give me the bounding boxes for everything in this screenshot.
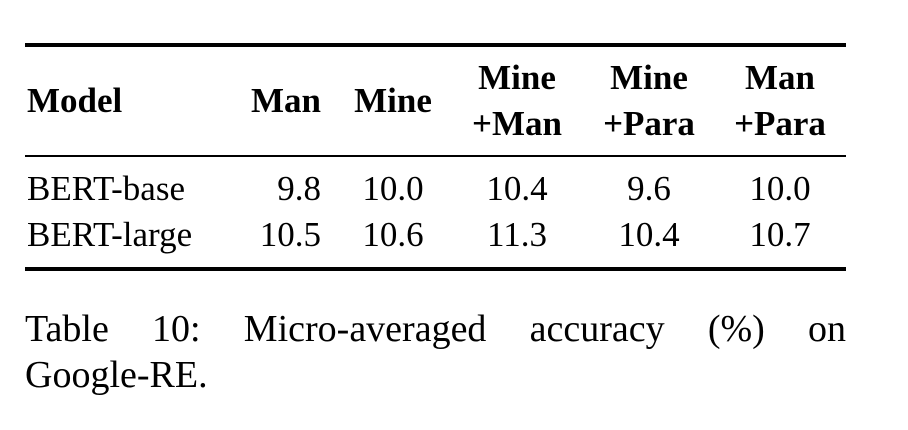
caption-word: accuracy — [529, 308, 665, 350]
caption-word: Table — [25, 308, 109, 350]
row-bert-large-model: BERT-large — [27, 215, 193, 254]
row-bert-base-mine-para: 9.6 — [627, 169, 671, 208]
table-top-rule — [25, 43, 846, 47]
row-bert-base-man: 9.8 — [277, 169, 321, 208]
header-mine: Mine — [354, 81, 432, 120]
header-mine-para-line2: +Para — [603, 104, 695, 143]
row-bert-base-man-para: 10.0 — [749, 169, 811, 208]
table-header-rule — [25, 155, 846, 157]
table-caption: Table 10: Micro-averaged accuracy (%) on… — [25, 306, 846, 398]
header-mine-para-line1: Mine — [610, 58, 688, 97]
row-bert-large-man: 10.5 — [259, 215, 321, 254]
row-bert-base-mine-man: 10.4 — [486, 169, 548, 208]
table-bottom-rule — [25, 267, 846, 271]
row-bert-base-mine: 10.0 — [362, 169, 424, 208]
caption-line-1: Table 10: Micro-averaged accuracy (%) on — [25, 306, 846, 352]
row-bert-base-model: BERT-base — [27, 169, 185, 208]
caption-word: Micro-averaged — [243, 308, 487, 350]
row-bert-large-mine: 10.6 — [362, 215, 424, 254]
header-man-para-line2: +Para — [734, 104, 826, 143]
caption-word: 10: — [152, 308, 201, 350]
header-mine-man-line1: Mine — [478, 58, 556, 97]
header-man-para-line1: Man — [745, 58, 815, 97]
caption-word: on — [807, 308, 846, 350]
header-mine-man-line2: +Man — [472, 104, 562, 143]
header-man: Man — [251, 81, 321, 120]
row-bert-large-mine-man: 11.3 — [487, 215, 547, 254]
caption-word: (%) — [707, 308, 765, 350]
row-bert-large-mine-para: 10.4 — [618, 215, 680, 254]
caption-line-2: Google-RE. — [25, 354, 208, 396]
row-bert-large-man-para: 10.7 — [749, 215, 811, 254]
header-model: Model — [27, 81, 123, 120]
